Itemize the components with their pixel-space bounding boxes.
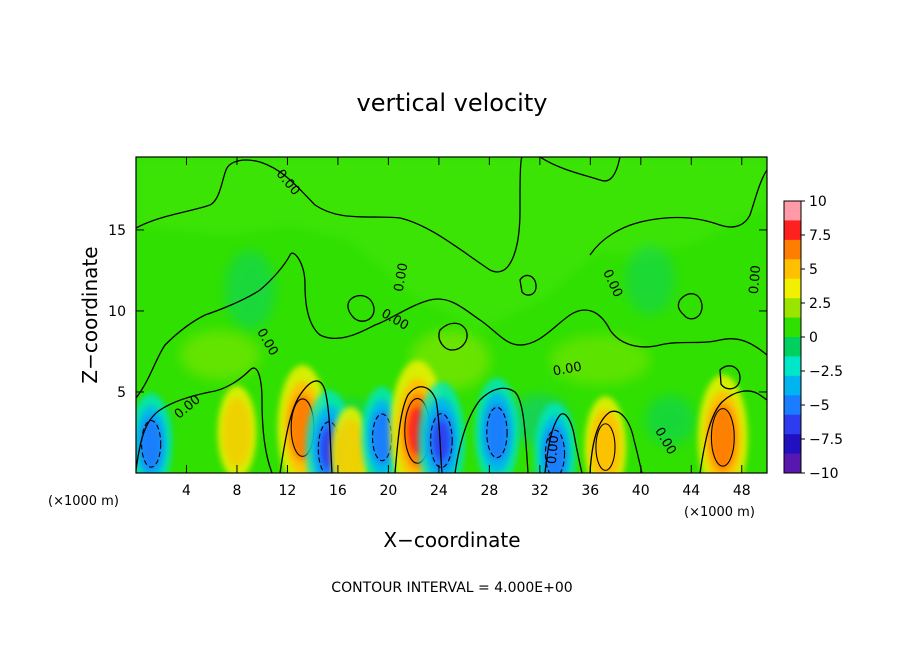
y-axis: 5 10 15 bbox=[108, 223, 767, 401]
colorbar-swatch bbox=[784, 375, 801, 396]
colorbar-tick-label: 7.5 bbox=[809, 228, 831, 244]
colorbar-swatch bbox=[784, 239, 801, 260]
contour-lines bbox=[136, 157, 767, 473]
x-tick-label: 44 bbox=[682, 483, 700, 499]
colorbar-swatch bbox=[784, 278, 801, 299]
x-tick-label: 40 bbox=[632, 483, 650, 499]
x-tick-label: 36 bbox=[581, 483, 599, 499]
colorbar-swatch bbox=[784, 434, 801, 455]
contour-line bbox=[347, 294, 375, 322]
velocity-cell-contour bbox=[595, 423, 616, 471]
contour-label: 0.00 bbox=[392, 262, 412, 293]
x-axis-label: X−coordinate bbox=[383, 528, 520, 552]
colorbar: 10 7.5 5 2.5 0 −2.5 −5 −7.5 −10 bbox=[784, 194, 843, 482]
contour-line bbox=[519, 274, 537, 296]
velocity-cell-layer bbox=[140, 417, 162, 471]
colorbar-swatch bbox=[784, 259, 801, 280]
contour-line bbox=[454, 387, 529, 473]
velocity-cell bbox=[217, 385, 257, 473]
x-tick-label: 20 bbox=[379, 483, 397, 499]
x-tick-label: 48 bbox=[733, 483, 751, 499]
velocity-cell-contour bbox=[430, 413, 453, 469]
velocity-cells bbox=[136, 360, 748, 473]
contour-line bbox=[699, 390, 767, 473]
y-axis-label: Z−coordinate bbox=[78, 246, 102, 383]
x-unit-right: (×1000 m) bbox=[684, 505, 755, 520]
x-tick-label: 12 bbox=[279, 483, 297, 499]
velocity-cell-layer bbox=[485, 404, 509, 461]
velocity-cell bbox=[331, 406, 370, 473]
velocity-cell-layer bbox=[336, 418, 365, 473]
x-tick-label: 4 bbox=[182, 483, 191, 499]
colorbar-tick-label: −10 bbox=[809, 466, 839, 482]
x-axis: 4 8 12 16 20 24 28 32 36 40 44 48 bbox=[182, 157, 751, 499]
velocity-cell-layer bbox=[544, 427, 566, 473]
colorbar-tick-label: −5 bbox=[809, 398, 830, 414]
contour-line bbox=[544, 413, 583, 473]
colorbar-tick-label: 2.5 bbox=[809, 296, 831, 312]
contour-line bbox=[589, 410, 643, 473]
contour-line bbox=[719, 365, 741, 390]
contour-line bbox=[279, 380, 333, 473]
contour-line bbox=[677, 293, 703, 320]
x-tick-label: 32 bbox=[531, 483, 549, 499]
velocity-cell bbox=[584, 396, 627, 473]
y-tick-label: 5 bbox=[117, 385, 126, 401]
colorbar-tick-label: 10 bbox=[809, 194, 827, 210]
colorbar-tick-label: −2.5 bbox=[809, 364, 843, 380]
contour-line bbox=[589, 169, 767, 256]
contour-line bbox=[438, 322, 468, 351]
velocity-cell-layer bbox=[709, 403, 737, 471]
colorbar-swatch bbox=[784, 201, 801, 221]
velocity-cell bbox=[136, 393, 172, 473]
plot-area bbox=[136, 157, 767, 473]
contour-line bbox=[136, 157, 523, 273]
y-tick-label: 15 bbox=[108, 223, 126, 239]
velocity-cell-layer bbox=[433, 421, 450, 461]
contour-label: 0.00 bbox=[552, 360, 583, 380]
contour-interval-note: CONTOUR INTERVAL = 4.000E+00 bbox=[331, 580, 572, 596]
colorbar-swatch bbox=[784, 414, 801, 435]
y-tick-label: 10 bbox=[108, 304, 126, 320]
colorbar-tick-label: −7.5 bbox=[809, 432, 843, 448]
velocity-cell bbox=[474, 377, 520, 473]
velocity-cell bbox=[417, 381, 465, 473]
chart-title: vertical velocity bbox=[357, 89, 548, 117]
velocity-cell-layer bbox=[371, 411, 393, 464]
contour-line bbox=[394, 386, 443, 473]
colorbar-swatch bbox=[784, 395, 801, 416]
velocity-cell-contour bbox=[141, 419, 162, 468]
contour-line bbox=[136, 252, 767, 399]
colorbar-swatch bbox=[784, 298, 801, 319]
x-tick-label: 16 bbox=[329, 483, 347, 499]
velocity-cell-contour bbox=[544, 429, 566, 473]
x-tick-label: 28 bbox=[480, 483, 498, 499]
x-tick-label: 8 bbox=[232, 483, 241, 499]
velocity-cell-layer bbox=[590, 409, 621, 473]
contour-label: 0.00 bbox=[545, 435, 562, 465]
velocity-cell-layer bbox=[222, 397, 252, 468]
contour-line bbox=[539, 157, 621, 182]
colorbar-tick-label: 0 bbox=[809, 330, 818, 346]
colorbar-frame bbox=[783, 200, 802, 474]
contour-line bbox=[136, 367, 273, 473]
plot-frame bbox=[135, 156, 768, 474]
velocity-cell bbox=[697, 374, 748, 473]
colorbar-tick-label: 5 bbox=[809, 262, 818, 278]
velocity-cell-contour bbox=[486, 406, 508, 459]
colorbar-swatch bbox=[784, 220, 801, 241]
contour-label: 0.00 bbox=[747, 265, 764, 295]
colorbar-swatch bbox=[784, 453, 801, 474]
colorbar-swatch bbox=[784, 317, 801, 338]
velocity-cell-contour bbox=[710, 408, 735, 467]
x-unit-left: (×1000 m) bbox=[48, 494, 119, 509]
colorbar-swatch bbox=[784, 356, 801, 377]
colorbar-swatch bbox=[784, 337, 801, 357]
x-tick-label: 24 bbox=[430, 483, 448, 499]
